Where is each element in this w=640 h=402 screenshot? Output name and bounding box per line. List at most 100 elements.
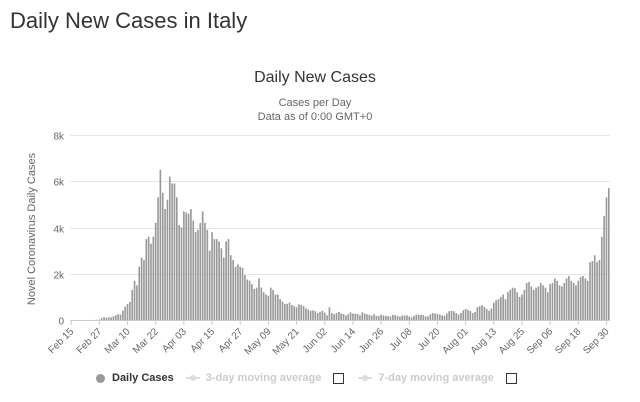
bar[interactable] (211, 232, 213, 321)
bar[interactable] (194, 232, 197, 321)
legend-item-7day-average[interactable]: 7-day moving average (358, 372, 494, 384)
bar[interactable] (561, 286, 563, 320)
bar[interactable] (293, 306, 296, 321)
bar[interactable] (455, 313, 458, 320)
bar[interactable] (492, 302, 495, 320)
bar[interactable] (246, 279, 249, 320)
bar[interactable] (171, 183, 173, 320)
bar[interactable] (546, 292, 549, 320)
bar[interactable] (478, 306, 481, 321)
bar[interactable] (345, 315, 347, 321)
bar[interactable] (176, 197, 178, 320)
bar[interactable] (114, 315, 117, 321)
bar[interactable] (403, 315, 406, 321)
bar[interactable] (225, 241, 227, 321)
bar[interactable] (375, 315, 378, 320)
bar[interactable] (168, 176, 171, 321)
bar[interactable] (157, 197, 159, 320)
bar[interactable] (422, 315, 425, 320)
bar[interactable] (502, 294, 504, 320)
bar[interactable] (366, 314, 368, 320)
bar[interactable] (593, 255, 596, 320)
bar[interactable] (509, 289, 512, 320)
bar[interactable] (180, 227, 183, 321)
bar[interactable] (274, 294, 277, 320)
bar[interactable] (384, 315, 387, 320)
bar[interactable] (396, 315, 399, 320)
bar[interactable] (584, 278, 587, 321)
bar[interactable] (382, 315, 385, 321)
bar[interactable] (295, 307, 298, 320)
bar[interactable] (340, 313, 342, 320)
bar[interactable] (544, 287, 547, 321)
bar[interactable] (532, 289, 535, 320)
bar[interactable] (154, 222, 157, 321)
bar[interactable] (253, 288, 256, 320)
bar[interactable] (591, 261, 594, 320)
bar[interactable] (237, 264, 239, 321)
bar[interactable] (394, 315, 396, 320)
bar[interactable] (352, 313, 354, 320)
bar[interactable] (589, 262, 591, 320)
bar[interactable] (279, 299, 281, 320)
bar[interactable] (408, 316, 411, 320)
bar[interactable] (103, 317, 105, 320)
bar[interactable] (197, 229, 199, 320)
bar[interactable] (427, 316, 429, 320)
bar[interactable] (347, 314, 350, 320)
bar[interactable] (110, 317, 112, 320)
bar[interactable] (471, 313, 474, 320)
bar[interactable] (431, 313, 434, 320)
bar[interactable] (133, 280, 136, 320)
legend-item-daily-cases[interactable]: Daily Cases (96, 372, 174, 384)
bar[interactable] (164, 209, 166, 320)
bar[interactable] (220, 248, 223, 320)
bar[interactable] (312, 310, 314, 320)
bar[interactable] (232, 259, 234, 321)
bar[interactable] (107, 317, 110, 320)
bar[interactable] (568, 276, 570, 320)
7day-average-checkbox[interactable] (505, 372, 517, 384)
bar[interactable] (441, 315, 443, 321)
bar[interactable] (143, 259, 145, 321)
bar[interactable] (316, 313, 319, 320)
bar[interactable] (429, 314, 432, 320)
bar[interactable] (448, 311, 450, 320)
bar[interactable] (330, 313, 333, 320)
bar[interactable] (565, 278, 568, 321)
bar[interactable] (173, 183, 176, 320)
bar[interactable] (298, 304, 300, 320)
bar[interactable] (284, 303, 286, 320)
bar[interactable] (319, 311, 321, 320)
bar[interactable] (563, 283, 566, 320)
bar[interactable] (119, 314, 122, 321)
bar[interactable] (305, 308, 307, 320)
bar[interactable] (417, 314, 420, 320)
bar[interactable] (490, 308, 493, 320)
bar[interactable] (467, 309, 469, 320)
bar[interactable] (380, 314, 382, 320)
bar[interactable] (368, 314, 371, 320)
bar[interactable] (206, 229, 209, 320)
bar[interactable] (314, 311, 317, 320)
bar[interactable] (495, 300, 497, 320)
bar[interactable] (328, 307, 331, 320)
bar[interactable] (276, 294, 279, 320)
bar[interactable] (122, 310, 124, 320)
bar[interactable] (323, 312, 326, 320)
bar[interactable] (488, 310, 490, 320)
bar[interactable] (356, 313, 359, 320)
bar[interactable] (586, 280, 589, 320)
bar[interactable] (309, 310, 312, 320)
bar[interactable] (342, 313, 345, 320)
bar[interactable] (187, 213, 190, 321)
bar[interactable] (481, 305, 483, 320)
bar[interactable] (230, 255, 232, 320)
bar[interactable] (551, 283, 554, 320)
bar[interactable] (523, 289, 526, 320)
bar[interactable] (389, 316, 392, 320)
bar[interactable] (460, 313, 462, 320)
bar[interactable] (281, 301, 284, 321)
bar[interactable] (528, 281, 530, 320)
bar[interactable] (150, 243, 152, 320)
